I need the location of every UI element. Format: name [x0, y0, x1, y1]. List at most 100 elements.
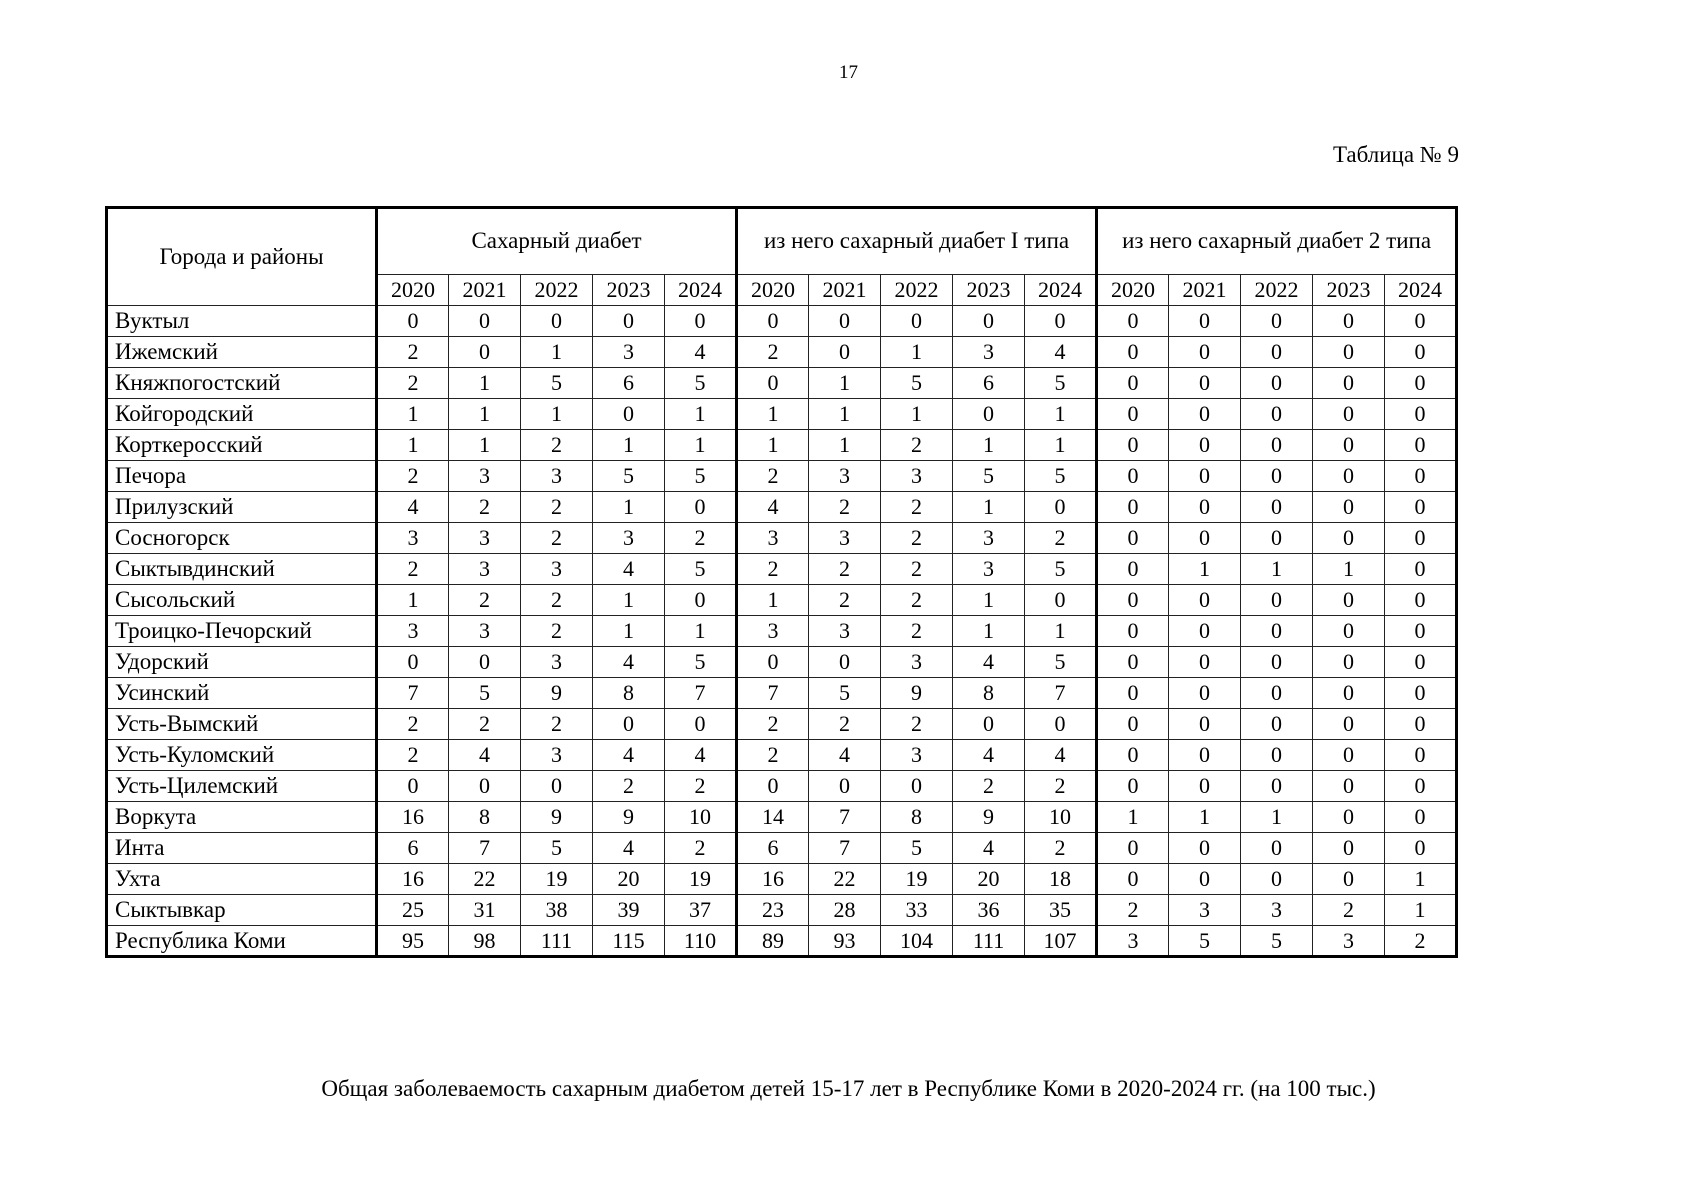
value-cell: 1	[663, 398, 738, 430]
value-cell: 35	[1024, 894, 1098, 926]
value-cell: 0	[663, 491, 738, 523]
table-row: Усть-Цилемский 0 0 0 2 2 0 0 0 2 2 0 0 0 0 0	[106, 770, 1458, 802]
value-cell: 1	[735, 584, 810, 616]
value-cell: 0	[1312, 522, 1386, 554]
year-header-cell: 2024	[1384, 274, 1458, 306]
value-cell: 0	[1312, 367, 1386, 399]
value-cell: 8	[448, 801, 521, 833]
district-name-cell: Вуктыл	[106, 305, 377, 337]
value-cell: 0	[1384, 522, 1458, 554]
value-cell: 0	[1240, 739, 1314, 771]
value-cell: 0	[1384, 646, 1458, 678]
value-cell: 3	[880, 460, 954, 492]
district-name-cell: Республика Коми	[106, 925, 377, 957]
value-cell: 1	[1384, 863, 1458, 895]
value-cell: 8	[592, 677, 665, 709]
value-cell: 1	[952, 584, 1026, 616]
value-cell: 0	[808, 305, 882, 337]
value-cell: 0	[1240, 646, 1314, 678]
value-cell: 0	[663, 708, 738, 740]
value-cell: 0	[1095, 677, 1170, 709]
value-cell: 0	[1312, 398, 1386, 430]
value-cell: 1	[663, 615, 738, 647]
value-cell: 16	[735, 863, 810, 895]
value-cell: 0	[1095, 553, 1170, 585]
value-cell: 0	[1095, 863, 1170, 895]
value-cell: 2	[663, 770, 738, 802]
value-cell: 4	[448, 739, 521, 771]
value-cell: 2	[1095, 894, 1170, 926]
value-cell: 5	[520, 367, 593, 399]
year-header-cell: 2021	[1168, 274, 1242, 306]
district-name-cell: Удорский	[106, 646, 377, 678]
value-cell: 0	[1312, 863, 1386, 895]
value-cell: 2	[663, 522, 738, 554]
value-cell: 3	[375, 615, 449, 647]
value-cell: 38	[520, 894, 593, 926]
value-cell: 14	[735, 801, 810, 833]
value-cell: 2	[375, 553, 449, 585]
value-cell: 1	[1240, 801, 1314, 833]
value-cell: 3	[592, 336, 665, 368]
value-cell: 107	[1024, 925, 1098, 957]
value-cell: 0	[592, 398, 665, 430]
table-row: Сысольский 1 2 2 1 0 1 2 2 1 0 0 0 0 0 0	[106, 584, 1458, 616]
value-cell: 0	[952, 305, 1026, 337]
value-cell: 0	[1384, 305, 1458, 337]
value-cell: 1	[592, 429, 665, 461]
value-cell: 2	[520, 708, 593, 740]
value-cell: 3	[520, 646, 593, 678]
value-cell: 5	[663, 646, 738, 678]
value-cell: 3	[520, 460, 593, 492]
table-row: Усинский 7 5 9 8 7 7 5 9 8 7 0 0 0 0 0	[106, 677, 1458, 709]
value-cell: 0	[1312, 801, 1386, 833]
value-cell: 6	[952, 367, 1026, 399]
value-cell: 3	[952, 553, 1026, 585]
value-cell: 3	[808, 460, 882, 492]
value-cell: 0	[520, 770, 593, 802]
value-cell: 0	[1384, 708, 1458, 740]
value-cell: 0	[1240, 429, 1314, 461]
value-cell: 0	[1312, 832, 1386, 864]
value-cell: 0	[663, 305, 738, 337]
value-cell: 1	[1024, 615, 1098, 647]
district-name-cell: Княжпогостский	[106, 367, 377, 399]
value-cell: 0	[448, 770, 521, 802]
value-cell: 0	[1240, 305, 1314, 337]
value-cell: 0	[448, 305, 521, 337]
value-cell: 0	[1024, 584, 1098, 616]
value-cell: 2	[520, 522, 593, 554]
value-cell: 7	[735, 677, 810, 709]
district-name-cell: Сысольский	[106, 584, 377, 616]
value-cell: 0	[1312, 429, 1386, 461]
value-cell: 9	[880, 677, 954, 709]
value-cell: 0	[1095, 429, 1170, 461]
value-cell: 0	[1168, 708, 1242, 740]
value-cell: 37	[663, 894, 738, 926]
value-cell: 0	[1168, 522, 1242, 554]
value-cell: 2	[880, 491, 954, 523]
value-cell: 5	[663, 367, 738, 399]
value-cell: 0	[1095, 522, 1170, 554]
value-cell: 0	[1312, 460, 1386, 492]
value-cell: 1	[1024, 429, 1098, 461]
value-cell: 8	[952, 677, 1026, 709]
value-cell: 0	[1168, 615, 1242, 647]
value-cell: 2	[520, 615, 593, 647]
value-cell: 4	[663, 739, 738, 771]
value-cell: 1	[448, 367, 521, 399]
value-cell: 1	[592, 584, 665, 616]
value-cell: 4	[808, 739, 882, 771]
value-cell: 0	[1312, 615, 1386, 647]
value-cell: 9	[520, 801, 593, 833]
table-row: Воркута 16 8 9 9 10 14 7 8 9 10 1 1 1 0 0	[106, 801, 1458, 833]
district-name-cell: Инта	[106, 832, 377, 864]
value-cell: 2	[735, 739, 810, 771]
value-cell: 2	[375, 367, 449, 399]
value-cell: 4	[952, 646, 1026, 678]
value-cell: 2	[808, 584, 882, 616]
table-description-caption: Общая заболеваемость сахарным диабетом д…	[321, 1076, 1376, 1101]
page-number: 17	[839, 62, 858, 83]
value-cell: 0	[1168, 460, 1242, 492]
value-cell: 3	[520, 553, 593, 585]
